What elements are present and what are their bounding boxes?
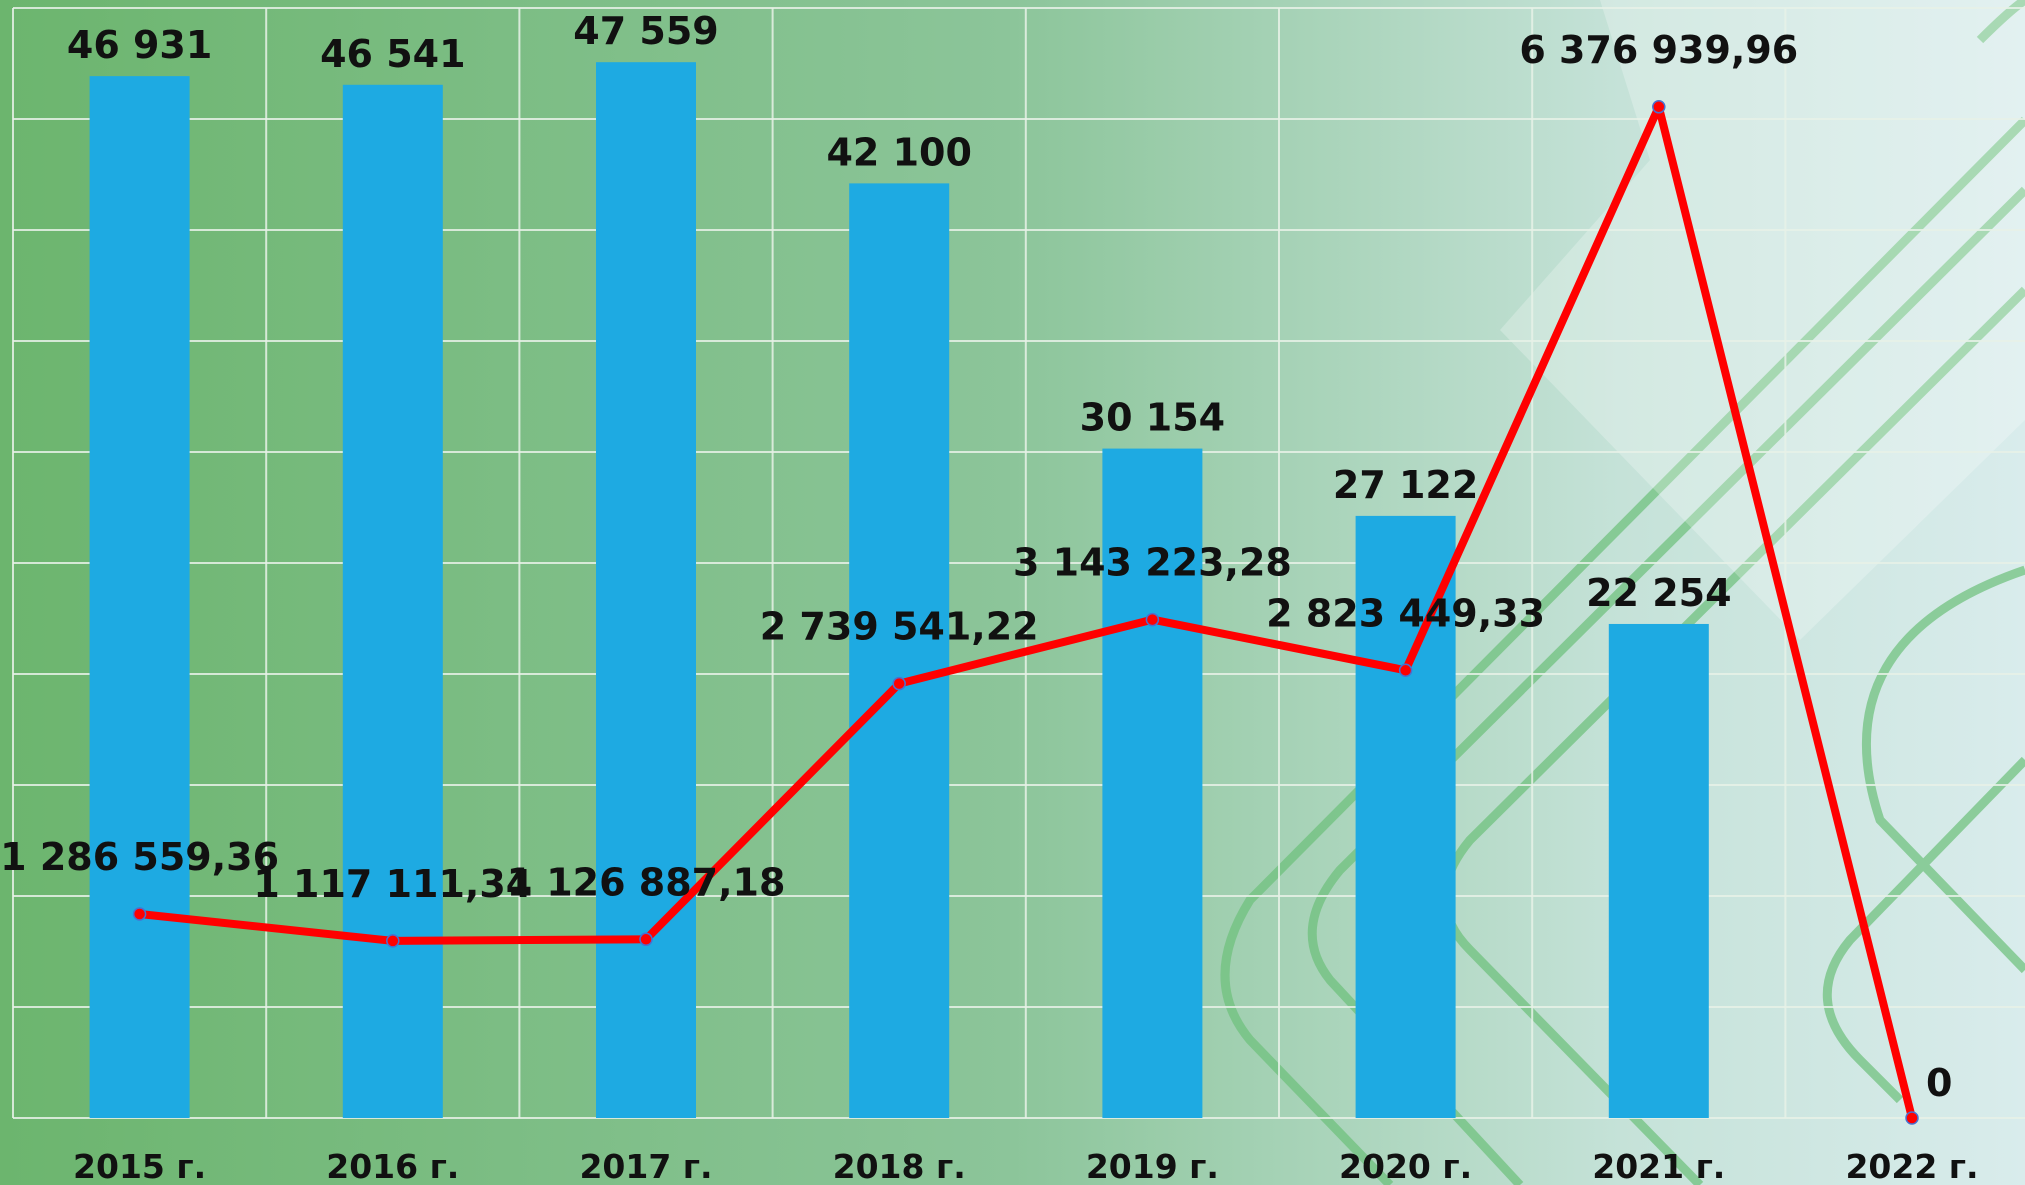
x-tick-label: 2019 г. — [1086, 1147, 1219, 1185]
x-tick-label: 2022 г. — [1845, 1147, 1978, 1185]
bar-value-label: 47 559 — [573, 9, 718, 53]
bar-value-label: 42 100 — [826, 130, 971, 174]
line-value-label: 6 376 939,96 — [1519, 28, 1798, 72]
bar-value-label: 46 931 — [67, 23, 212, 67]
line-value-label: 0 — [1926, 1061, 1952, 1105]
line-value-label: 1 126 887,18 — [507, 860, 786, 904]
x-tick-label: 2016 г. — [326, 1147, 459, 1185]
bar — [90, 76, 190, 1118]
chart: 2015 г. 2016 г. 2017 г. 2018 г. 2019 г. 2020 … — [0, 0, 2025, 1185]
line-value-label: 1 117 111,34 — [253, 862, 532, 906]
line-value-label: 1 286 559,36 — [0, 835, 279, 879]
x-tick-label: 2015 г. — [73, 1147, 206, 1185]
line-point — [1146, 614, 1158, 626]
bar — [343, 85, 443, 1118]
page: 2015 г. 2016 г. 2017 г. 2018 г. 2019 г. 2020 … — [0, 0, 2025, 1185]
bar-value-label: 22 254 — [1586, 571, 1731, 615]
bar-value-label: 30 154 — [1080, 396, 1225, 440]
line-point — [1400, 664, 1412, 676]
x-tick-label: 2018 г. — [833, 1147, 966, 1185]
x-tick-label: 2020 г. — [1339, 1147, 1472, 1185]
line-point — [640, 933, 652, 945]
line-point — [893, 678, 905, 690]
line-point — [387, 935, 399, 947]
line-value-label: 2 823 449,33 — [1266, 591, 1545, 635]
line-point — [1653, 101, 1665, 113]
x-tick-label: 2021 г. — [1592, 1147, 1725, 1185]
bar-value-label: 27 122 — [1333, 463, 1478, 507]
line-value-label: 3 143 223,28 — [1013, 541, 1292, 585]
bar-value-label: 46 541 — [320, 32, 465, 76]
line-point — [1906, 1112, 1918, 1124]
x-tick-label: 2017 г. — [579, 1147, 712, 1185]
bar — [596, 62, 696, 1118]
bar — [849, 183, 949, 1118]
bar — [1609, 624, 1709, 1118]
line-value-label: 2 739 541,22 — [760, 605, 1039, 649]
line-point — [134, 908, 146, 920]
